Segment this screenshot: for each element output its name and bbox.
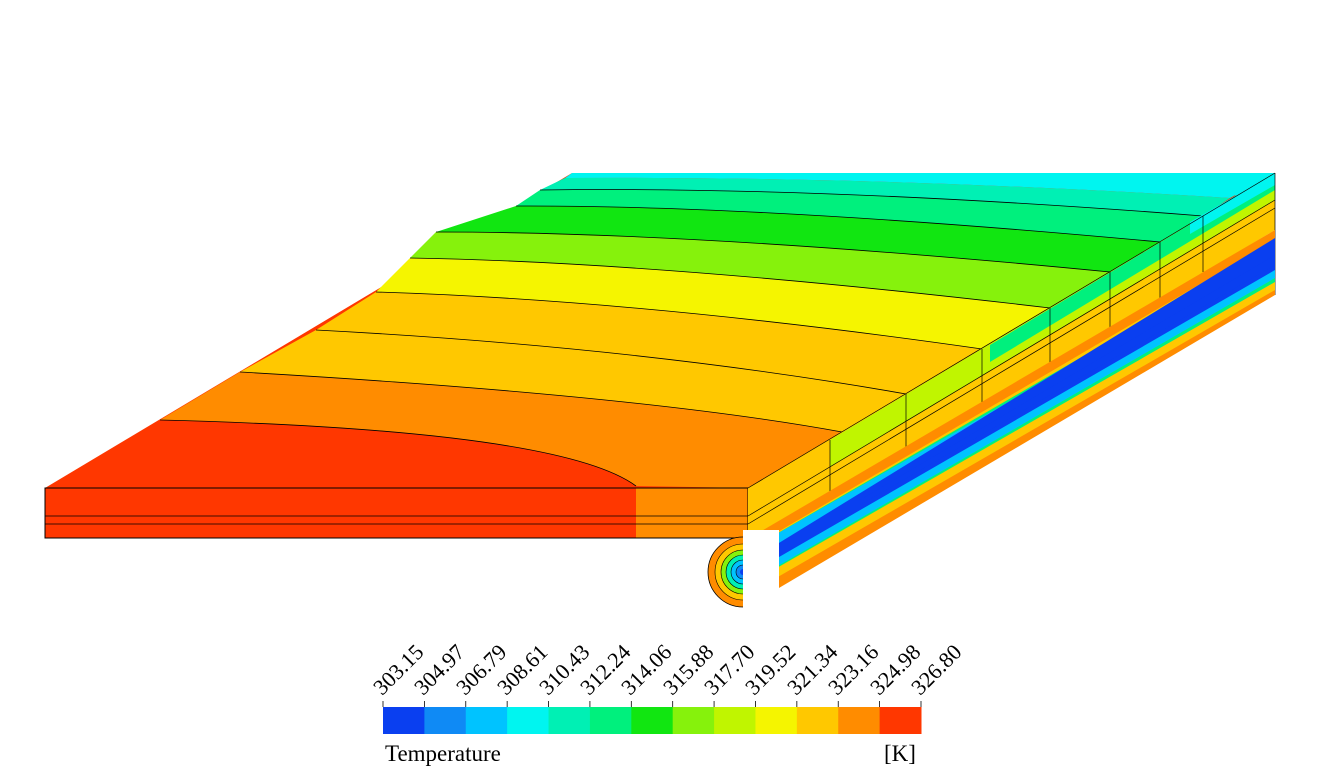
tube-section	[707, 230, 1275, 610]
legend-color-swatch	[838, 707, 881, 734]
legend-color-swatch	[465, 707, 508, 734]
legend-color-swatch	[796, 707, 839, 734]
legend-unit: [K]	[884, 741, 916, 766]
contour-band-308-right	[960, 173, 1275, 196]
legend-color-swatch	[424, 707, 467, 734]
contour-band-310	[540, 177, 1230, 216]
legend-color-swatch	[589, 707, 632, 734]
legend-title: Temperature	[385, 741, 501, 766]
contour-band-320	[316, 292, 982, 394]
legend-color-swatch	[755, 707, 798, 734]
contour-band-322	[240, 330, 906, 432]
contour-band-318	[376, 258, 1050, 349]
legend-color-swatch	[672, 707, 715, 734]
contour-band-312	[516, 189, 1203, 242]
legend-color-swatch	[507, 707, 550, 734]
legend-color-swatch	[548, 707, 591, 734]
legend-color-swatch	[631, 707, 674, 734]
contour-band-314	[436, 205, 1160, 272]
legend-color-swatch	[879, 707, 922, 734]
legend-color-swatch	[714, 707, 756, 734]
contour-band-316	[410, 232, 1110, 308]
contour-band-324	[160, 372, 842, 488]
legend-color-swatch	[383, 707, 425, 734]
plate-front-face	[44, 487, 749, 539]
